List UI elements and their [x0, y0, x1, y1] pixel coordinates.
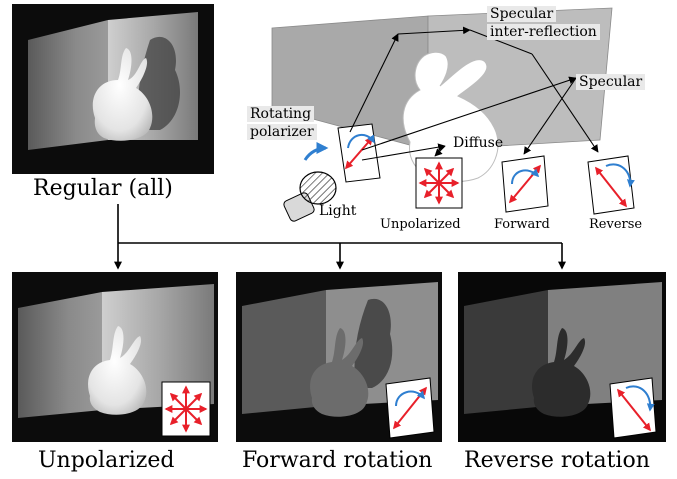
- light-rays: [349, 26, 599, 161]
- flow-connectors: [114, 204, 566, 270]
- caption-unpolarized: Unpolarized: [38, 448, 175, 473]
- bunny-shape: [92, 48, 153, 141]
- state-forward: [501, 155, 549, 213]
- label-specular: Specular: [576, 74, 646, 90]
- label-rotating: Rotating: [247, 106, 315, 122]
- caption-forward-rotation: Forward rotation: [242, 448, 433, 473]
- photo-reverse-rotation: [458, 272, 666, 442]
- label-specular-line1: Specular: [487, 6, 557, 22]
- label-state-unpolarized: Unpolarized: [380, 217, 461, 232]
- rotating-polarizer-plate: [337, 123, 381, 183]
- photo-unpolarized: [12, 272, 218, 442]
- light-source: [283, 142, 337, 222]
- photo-forward-rotation: [236, 272, 442, 442]
- schematic: [271, 7, 635, 222]
- caption-regular: Regular (all): [33, 176, 173, 201]
- label-diffuse: Diffuse: [453, 135, 504, 151]
- label-state-reverse: Reverse: [589, 217, 643, 232]
- label-light: Light: [319, 203, 357, 219]
- photo-regular: [12, 4, 214, 174]
- label-inter-reflection-line2: inter-reflection: [487, 24, 600, 40]
- label-polarizer: polarizer: [247, 124, 317, 140]
- state-unpolarized: [415, 157, 463, 209]
- caption-reverse-rotation: Reverse rotation: [464, 448, 650, 473]
- state-reverse: [587, 155, 635, 215]
- label-state-forward: Forward: [494, 217, 550, 232]
